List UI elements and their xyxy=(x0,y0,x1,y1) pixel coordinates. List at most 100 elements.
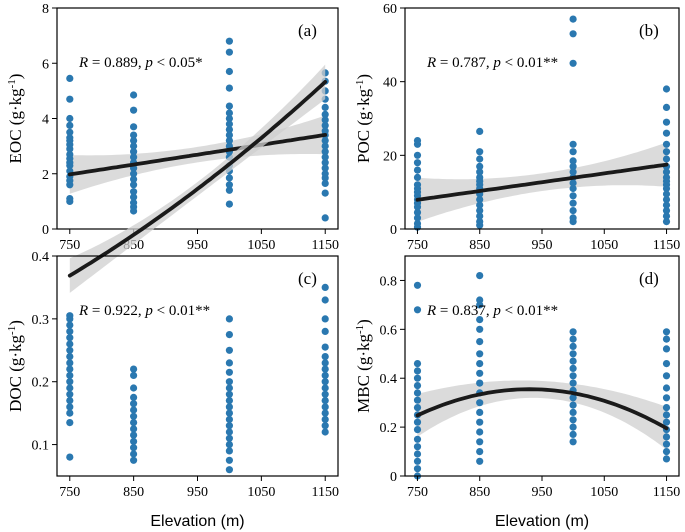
data-point xyxy=(321,179,329,187)
data-point xyxy=(662,372,671,380)
data-point xyxy=(130,181,138,189)
data-point xyxy=(321,121,329,129)
x-tick-label: 1150 xyxy=(311,485,338,500)
data-point xyxy=(66,365,74,373)
x-tick-label: 950 xyxy=(532,485,553,500)
fit-line-a xyxy=(67,133,328,177)
data-point xyxy=(66,334,74,342)
data-point xyxy=(413,166,422,174)
data-point xyxy=(569,184,577,193)
data-point xyxy=(662,85,671,93)
data-point xyxy=(413,374,422,382)
data-point xyxy=(130,412,138,420)
data-point xyxy=(413,137,422,145)
y-tick-label: 0 xyxy=(390,470,397,485)
data-point xyxy=(130,148,138,156)
data-point xyxy=(130,142,138,150)
data-point xyxy=(476,207,484,215)
data-point xyxy=(130,193,138,201)
data-point xyxy=(413,435,422,443)
data-point xyxy=(225,434,233,442)
data-point xyxy=(662,218,671,226)
data-point xyxy=(476,408,484,416)
data-point xyxy=(476,162,484,170)
x-tick-label: 1050 xyxy=(247,485,275,500)
data-point xyxy=(413,382,422,390)
data-point xyxy=(321,214,329,222)
data-point xyxy=(130,437,138,445)
y-axis-label-c: DOC (g·kg-1) xyxy=(6,320,25,412)
data-point xyxy=(569,199,577,207)
data-point xyxy=(321,397,329,405)
data-point xyxy=(413,281,422,289)
data-point xyxy=(569,357,577,365)
data-point xyxy=(569,401,577,409)
data-point xyxy=(321,103,329,111)
data-point xyxy=(66,114,74,123)
data-point xyxy=(569,157,577,165)
data-point xyxy=(413,360,422,368)
data-point xyxy=(413,457,422,465)
data-point xyxy=(225,109,233,117)
x-tick-label: 1050 xyxy=(590,485,618,500)
data-point xyxy=(321,142,329,150)
data-point xyxy=(130,170,138,178)
data-point xyxy=(225,126,233,134)
data-point xyxy=(662,433,671,441)
axes-frame-d xyxy=(404,255,680,477)
data-point xyxy=(130,175,138,183)
data-point xyxy=(321,378,329,386)
data-point xyxy=(130,456,138,464)
data-point xyxy=(66,95,74,103)
data-point xyxy=(413,426,422,434)
data-point xyxy=(662,455,671,463)
y-tick-label: 0 xyxy=(42,223,49,238)
data-point xyxy=(130,188,138,196)
data-point xyxy=(225,428,233,436)
data-point xyxy=(321,110,329,118)
data-point xyxy=(476,418,484,426)
data-point xyxy=(476,195,484,204)
data-point xyxy=(66,346,74,354)
data-point xyxy=(66,384,74,392)
data-point xyxy=(413,396,422,404)
x-tick-label: 750 xyxy=(407,238,428,253)
data-point xyxy=(66,150,74,158)
panel-c: 750 850 950 1050 1150 0.1 0.2 0.3 0.4 DOC (g·kg-1… xyxy=(6,64,339,530)
y-tick-label: 8 xyxy=(42,2,49,17)
x-tick-label: 850 xyxy=(469,238,490,253)
y-tick-label: 0.2 xyxy=(380,421,398,436)
data-point xyxy=(321,164,329,172)
x-tick-label: 950 xyxy=(187,485,208,500)
y-tick-label: 2 xyxy=(42,168,49,183)
data-point xyxy=(225,346,233,354)
data-point xyxy=(225,67,233,76)
data-point xyxy=(225,466,233,474)
x-tick-label: 1050 xyxy=(590,238,618,253)
panel-tag-d: (d) xyxy=(639,269,659,288)
data-point xyxy=(66,121,74,129)
data-point xyxy=(662,103,671,111)
data-point xyxy=(321,409,329,417)
data-point xyxy=(476,399,484,407)
y-axis-label-b: POC (g·kg-1) xyxy=(354,74,373,163)
data-point xyxy=(569,207,577,215)
data-point xyxy=(130,393,138,401)
data-point xyxy=(321,371,329,379)
data-point xyxy=(321,353,329,361)
data-point xyxy=(476,316,484,324)
data-point xyxy=(130,123,138,131)
data-point xyxy=(662,140,671,148)
data-point xyxy=(225,415,233,423)
x-tick-label: 750 xyxy=(407,485,428,500)
data-point xyxy=(569,430,577,438)
data-point xyxy=(130,425,138,433)
data-point xyxy=(413,219,422,228)
data-point xyxy=(321,315,329,323)
data-point xyxy=(225,315,233,323)
data-point xyxy=(569,438,577,446)
data-point xyxy=(476,127,484,135)
data-point xyxy=(130,419,138,427)
data-point xyxy=(569,148,577,156)
